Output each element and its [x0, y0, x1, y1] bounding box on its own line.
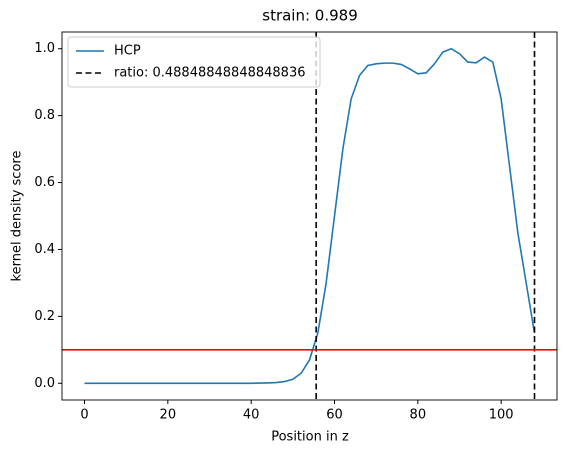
x-tick-label: 20: [160, 408, 177, 423]
legend-label: HCP: [114, 44, 141, 59]
x-axis-label: Position in z: [271, 430, 349, 445]
y-tick-label: 0.2: [34, 309, 55, 324]
x-tick-label: 40: [243, 408, 260, 423]
y-tick-label: 0.6: [34, 175, 55, 190]
y-tick-label: 1.0: [34, 41, 55, 56]
data-line: [84, 47, 536, 385]
x-tick-label: 100: [489, 408, 514, 423]
y-axis-label: kernel density score: [10, 151, 25, 282]
legend-label: ratio: 0.48848848848848836: [114, 66, 306, 81]
axes-frame: [61, 31, 558, 401]
chart-title: strain: 0.989: [262, 7, 358, 25]
x-tick-label: 80: [410, 408, 427, 423]
x-tick-label: 60: [326, 408, 343, 423]
y-tick-label: 0.8: [34, 108, 55, 123]
y-tick-label: 0.4: [34, 242, 55, 257]
y-tick-label: 0.0: [34, 376, 55, 391]
legend-box: [67, 36, 321, 88]
x-tick-label: 0: [80, 408, 88, 423]
